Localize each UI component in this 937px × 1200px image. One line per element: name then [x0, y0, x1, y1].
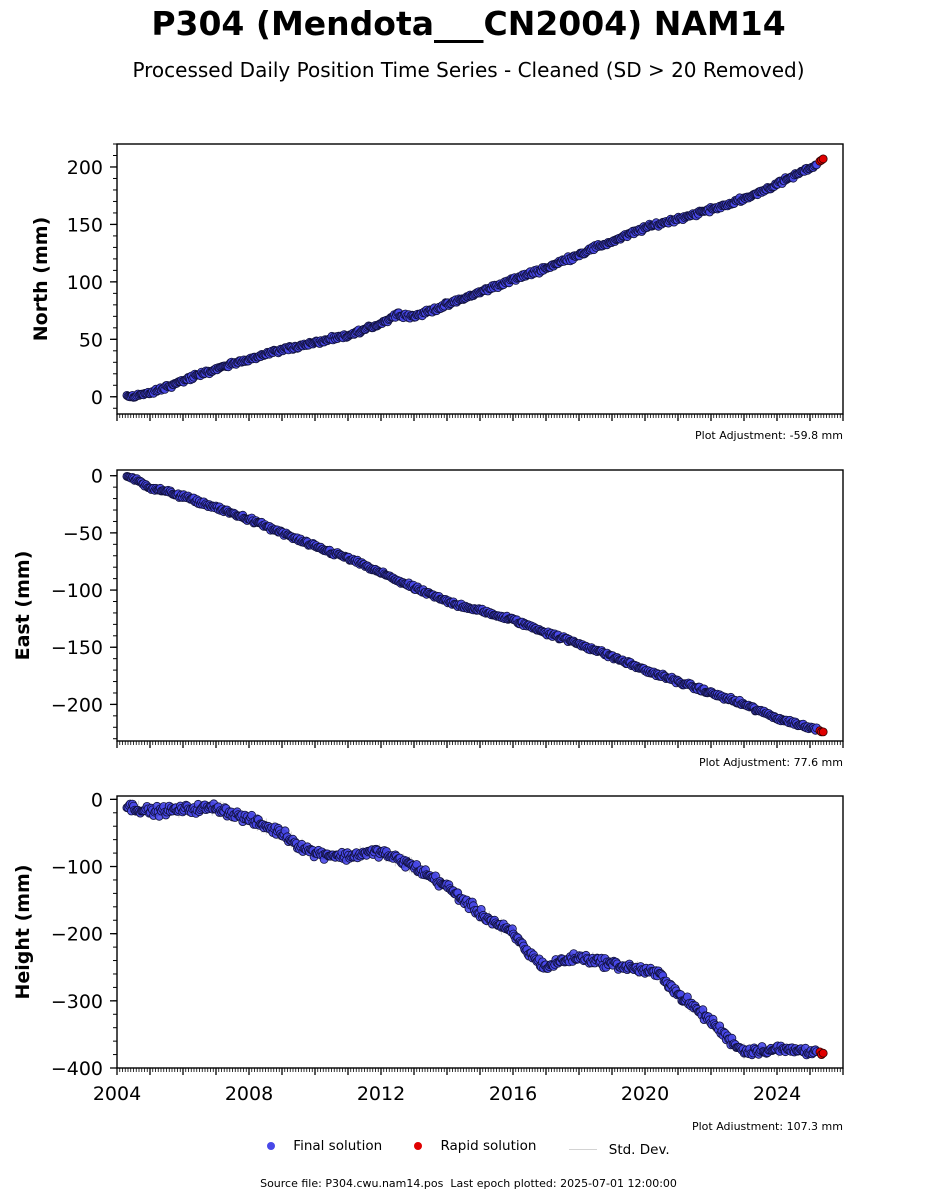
plot-adjustment-note: Plot Adjustment: 107.3 mm — [692, 1120, 843, 1130]
panel-frame — [116, 795, 844, 1069]
ytick-label: −150 — [51, 637, 103, 659]
legend-label-rapid: Rapid solution — [440, 1138, 537, 1154]
ytick-label: −400 — [51, 1058, 103, 1080]
panel-1: 0 50 100 150 200 North (mm) Plot Adjustment: -… — [30, 143, 844, 442]
xtick-label: 2012 — [357, 1083, 405, 1105]
chart-title: P304 (Mendota___CN2004) NAM14 — [151, 4, 786, 43]
ytick-label: 200 — [67, 157, 103, 179]
ytick-label: −100 — [51, 580, 103, 602]
plot-adjustment-note: Plot Adjustment: -59.8 mm — [695, 429, 843, 442]
ytick-label: 50 — [79, 329, 103, 351]
legend-marker-final — [267, 1142, 276, 1150]
ytick-label: −200 — [51, 694, 103, 716]
panel-3: 0 −100 −200 −300 −400 2004 2008 2012 2016 2020 202… — [12, 789, 844, 1130]
ytick-label: −100 — [51, 857, 103, 879]
xtick-label: 2004 — [93, 1083, 141, 1105]
panel-2: 0 −50 −100 −150 −200 East (mm) Plot Adjustment… — [12, 466, 844, 769]
legend-label-final: Final solution — [293, 1138, 383, 1154]
panel-frame — [116, 143, 844, 415]
legend-item-final: Final solution — [267, 1138, 382, 1154]
xtick-label: 2016 — [489, 1083, 537, 1105]
ylabel: East (mm) — [12, 551, 34, 661]
rapid-point — [818, 727, 828, 737]
final-solution-points — [122, 799, 821, 1060]
ytick-label: 0 — [91, 466, 103, 488]
final-solution-points — [122, 471, 821, 735]
legend-item-rapid: Rapid solution — [414, 1138, 536, 1154]
ytick-label: 0 — [91, 789, 103, 811]
xtick-label: 2020 — [621, 1083, 669, 1105]
ytick-label: −200 — [51, 924, 103, 946]
plot-area: 0 50 100 150 200 North (mm) Plot Adjustment: -… — [12, 143, 844, 1130]
plot-adjustment-note: Plot Adjustment: 77.6 mm — [699, 756, 843, 769]
legend-item-std: Std. Dev. — [568, 1141, 670, 1158]
ytick-label: 0 — [91, 387, 103, 409]
chart-subtitle: Processed Daily Position Time Series - C… — [132, 58, 805, 82]
legend-label-std: Std. Dev. — [608, 1141, 670, 1158]
xtick-label: 2024 — [753, 1083, 801, 1105]
ylabel: North (mm) — [30, 217, 52, 342]
legend-line-std — [568, 1149, 597, 1150]
legend-marker-rapid — [414, 1142, 423, 1150]
source-footer: Source file: P304.cwu.nam14.pos Last epo… — [260, 1177, 677, 1190]
final-solution-points — [122, 160, 821, 402]
legend: Final solution Rapid solution Std. Dev. — [0, 1138, 937, 1158]
ytick-label: −50 — [63, 523, 103, 545]
rapid-point — [818, 154, 828, 164]
ylabel: Height (mm) — [12, 864, 34, 999]
ytick-label: −300 — [51, 991, 103, 1013]
ytick-label: 150 — [67, 214, 103, 236]
xtick-label: 2008 — [225, 1083, 273, 1105]
rapid-point — [818, 1048, 828, 1058]
ytick-label: 100 — [67, 272, 103, 294]
